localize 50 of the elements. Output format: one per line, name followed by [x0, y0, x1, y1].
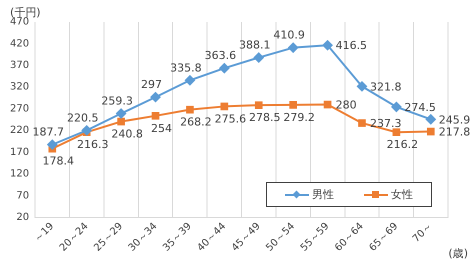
y-tick-label: 470 — [10, 16, 30, 28]
data-label: 410.9 — [273, 28, 305, 42]
data-label: 259.3 — [101, 94, 133, 108]
legend-label: 女性 — [391, 187, 413, 202]
data-label: 240.8 — [111, 128, 143, 141]
x-tick-label: ～19 — [32, 220, 56, 245]
data-label: 217.8 — [438, 126, 470, 139]
data-label: 278.5 — [249, 111, 280, 124]
x-tick-label: 65～69 — [367, 220, 400, 254]
data-label: 275.6 — [214, 112, 246, 126]
x-axis-title: (歳) — [448, 247, 468, 260]
data-label: 388.1 — [239, 38, 270, 52]
data-label: 416.5 — [336, 39, 368, 52]
data-label: 335.8 — [170, 61, 202, 74]
y-tick-label: 70 — [16, 190, 30, 202]
y-tick-label: 170 — [10, 146, 30, 158]
data-label: 280 — [336, 98, 357, 112]
data-label: 363.6 — [204, 49, 236, 62]
data-label: 297 — [141, 78, 162, 92]
data-label: 216.2 — [386, 138, 418, 152]
y-tick-label: 420 — [10, 38, 30, 50]
data-label: 268.2 — [180, 116, 212, 129]
data-label: 274.5 — [404, 100, 436, 114]
data-label: 279.2 — [283, 110, 315, 124]
x-tick-label: 50～54 — [264, 220, 298, 254]
x-tick-label: 55～59 — [298, 220, 332, 254]
data-label: 321.8 — [370, 80, 402, 94]
y-tick-label: 220 — [10, 125, 30, 136]
y-tick-label: 120 — [10, 168, 30, 180]
x-tick-label: 45～49 — [230, 220, 263, 254]
data-label: 187.7 — [32, 126, 64, 139]
data-label: 237.3 — [370, 117, 402, 130]
x-tick-label: 40～44 — [195, 220, 228, 254]
data-label: 216.3 — [76, 138, 108, 152]
data-label: 220.5 — [66, 111, 98, 124]
y-tick-label: 370 — [10, 60, 30, 72]
data-label: 245.9 — [438, 113, 470, 126]
y-tick-label: 20 — [16, 212, 30, 224]
y-tick-label: 320 — [10, 82, 30, 93]
x-tick-label: 60～64 — [333, 220, 366, 254]
x-tick-label: 70～ — [410, 220, 435, 245]
x-tick-label: 30～34 — [126, 220, 160, 254]
x-tick-label: 20～24 — [58, 220, 91, 254]
x-tick-label: 35～39 — [161, 220, 194, 254]
data-label: 178.4 — [42, 154, 74, 168]
data-label: 254 — [151, 122, 172, 135]
y-axis-title: (千円) — [10, 6, 41, 19]
y-tick-label: 270 — [10, 103, 30, 114]
x-tick-label: 25～29 — [92, 220, 126, 254]
legend-label: 男性 — [312, 187, 334, 202]
